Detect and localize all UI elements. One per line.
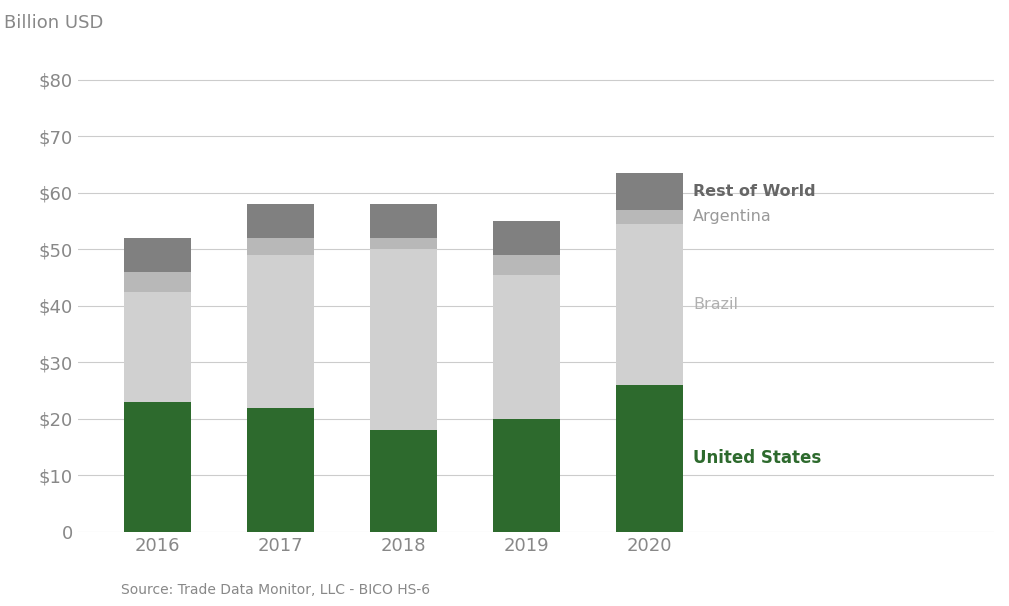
Text: Billion USD: Billion USD bbox=[4, 15, 104, 33]
Bar bbox=[369, 204, 437, 238]
Bar bbox=[492, 275, 560, 419]
Text: Source: Trade Data Monitor, LLC - BICO HS-6: Source: Trade Data Monitor, LLC - BICO H… bbox=[121, 583, 430, 597]
Text: Brazil: Brazil bbox=[693, 297, 739, 312]
Text: United States: United States bbox=[693, 450, 821, 467]
Bar bbox=[369, 249, 437, 430]
Bar bbox=[615, 210, 683, 224]
Bar bbox=[246, 407, 315, 532]
Bar bbox=[615, 385, 683, 532]
Bar bbox=[615, 173, 683, 210]
Bar bbox=[246, 238, 315, 255]
Bar bbox=[124, 238, 192, 272]
Bar bbox=[615, 224, 683, 385]
Bar bbox=[124, 272, 192, 291]
Bar bbox=[369, 430, 437, 532]
Bar bbox=[246, 255, 315, 407]
Text: Rest of World: Rest of World bbox=[693, 184, 816, 199]
Bar bbox=[246, 204, 315, 238]
Bar bbox=[369, 238, 437, 249]
Bar bbox=[124, 291, 192, 402]
Bar bbox=[492, 419, 560, 532]
Bar bbox=[124, 402, 192, 532]
Text: Argentina: Argentina bbox=[693, 210, 772, 224]
Bar bbox=[492, 255, 560, 275]
Bar bbox=[492, 221, 560, 255]
